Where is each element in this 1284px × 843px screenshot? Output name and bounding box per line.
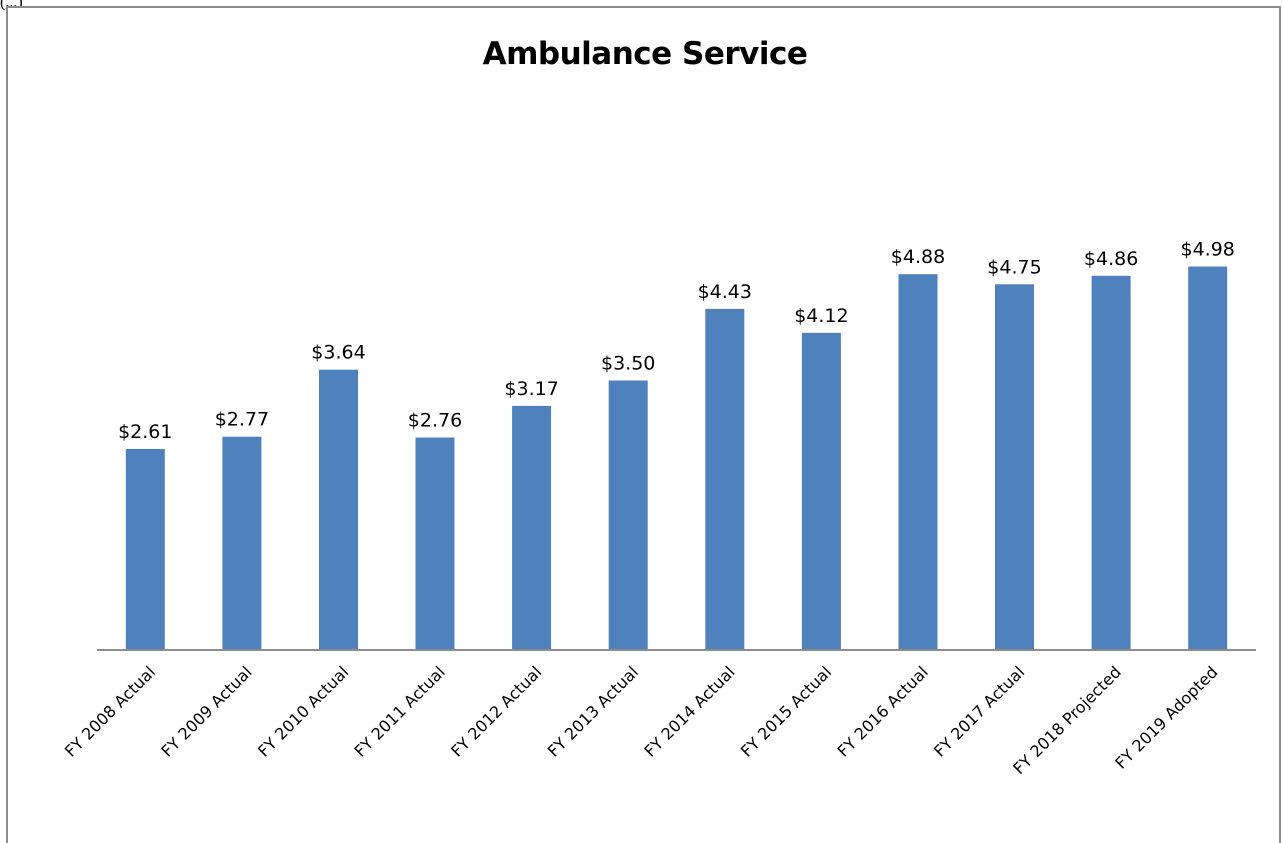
- bar-12: [1188, 266, 1228, 650]
- bar-8: [801, 332, 841, 650]
- bar-1: [125, 449, 165, 650]
- x-tick-label: FY 2008 Actual: [61, 662, 159, 760]
- data-label: $2.76: [408, 410, 462, 432]
- x-tick-label: FY 2013 Actual: [544, 662, 642, 760]
- x-tick-label: FY 2012 Actual: [447, 662, 545, 760]
- bar-5: [512, 405, 552, 650]
- x-tick-label: FY 2009 Actual: [157, 662, 255, 760]
- data-label: $2.77: [215, 409, 269, 431]
- x-tick-label: FY 2010 Actual: [254, 662, 352, 760]
- bar-4: [415, 437, 455, 650]
- data-label: $4.88: [891, 246, 945, 268]
- x-tick-label: FY 2014 Actual: [640, 662, 738, 760]
- data-label: $3.64: [311, 342, 365, 364]
- x-tick-label: FY 2018 Projected: [1009, 662, 1125, 778]
- bar-2: [222, 436, 262, 650]
- data-label: $4.98: [1180, 239, 1234, 261]
- data-label: $4.43: [698, 281, 752, 303]
- chart-title: Ambulance Service: [482, 36, 808, 72]
- bar-9: [898, 274, 938, 650]
- top-text-fragment: (...): [0, 0, 23, 12]
- x-tick-label: FY 2016 Actual: [834, 662, 932, 760]
- bar-11: [1091, 275, 1131, 650]
- data-label: $4.12: [794, 305, 848, 327]
- data-label: $4.75: [987, 256, 1041, 278]
- data-label: $3.50: [601, 353, 655, 375]
- x-tick-label: FY 2015 Actual: [737, 662, 835, 760]
- data-label: $3.17: [504, 378, 558, 400]
- bar-10: [995, 284, 1034, 651]
- bar-6: [608, 380, 648, 650]
- data-label: $2.61: [118, 421, 172, 443]
- x-tick-label: FY 2011 Actual: [351, 662, 449, 760]
- bar-3: [319, 369, 358, 650]
- data-label: $4.86: [1084, 248, 1138, 270]
- x-tick-label: FY 2019 Adopted: [1111, 662, 1221, 772]
- bar-7: [705, 308, 745, 650]
- x-tick-label: FY 2017 Actual: [930, 662, 1028, 760]
